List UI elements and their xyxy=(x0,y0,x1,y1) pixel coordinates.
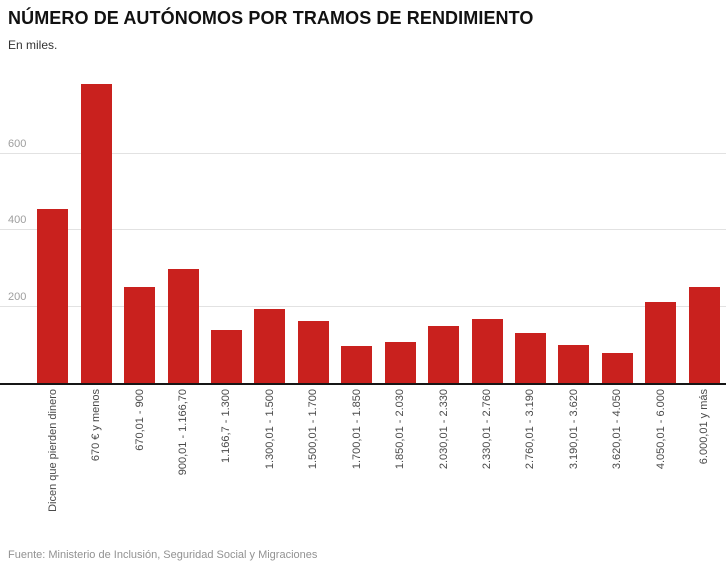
bar-15 xyxy=(645,302,677,383)
x-axis-label-slot: 1.300,01 - 1.500 xyxy=(248,389,291,537)
x-axis-tick-label: 2.330,01 - 2.760 xyxy=(481,389,494,470)
bar-16 xyxy=(688,287,720,383)
bar-slot xyxy=(596,77,639,383)
bar-slot xyxy=(205,77,248,383)
bar-7 xyxy=(297,321,329,383)
x-axis-tick-label: 2.030,01 - 2.330 xyxy=(437,389,450,470)
x-axis-tick-label: 900,01 - 1.166,70 xyxy=(176,389,189,476)
x-axis-tick-label: 2.760,01 - 3.190 xyxy=(524,389,537,470)
bar-6 xyxy=(254,309,286,383)
source-note: Fuente: Ministerio de Inclusión, Segurid… xyxy=(8,549,318,561)
bar-1 xyxy=(37,208,69,383)
x-axis-label-slot: 1.500,01 - 1.700 xyxy=(292,389,335,537)
bar-slot xyxy=(422,77,465,383)
bar-slot xyxy=(552,77,595,383)
bar-11 xyxy=(471,319,503,383)
x-axis-label-slot: 3.620,01 - 4.050 xyxy=(596,389,639,537)
bar-slot xyxy=(639,77,682,383)
bar-slot xyxy=(292,77,335,383)
bar-9 xyxy=(384,342,416,383)
x-axis-label-slot: 2.030,01 - 2.330 xyxy=(422,389,465,537)
x-axis-label-slot: 4.050,01 - 6.000 xyxy=(639,389,682,537)
x-axis-tick-label: 1.850,01 - 2.030 xyxy=(394,389,407,470)
bar-slot xyxy=(465,77,508,383)
bar-slot xyxy=(161,77,204,383)
x-axis-label-slot: 1.166,7 - 1.300 xyxy=(205,389,248,537)
x-axis-tick-label: 1.500,01 - 1.700 xyxy=(307,389,320,470)
x-axis-label-slot: Dicen que pierden dinero xyxy=(31,389,74,537)
bar-slot xyxy=(379,77,422,383)
x-axis-label-slot: 670 € y menos xyxy=(74,389,117,537)
bar-4 xyxy=(167,268,199,383)
bar-13 xyxy=(558,345,590,383)
x-axis-label-slot: 3.190,01 - 3.620 xyxy=(552,389,595,537)
x-axis-tick-label: 1.300,01 - 1.500 xyxy=(263,389,276,470)
x-axis-tick-label: 670 € y menos xyxy=(90,389,103,462)
y-axis-tick-label: 400 xyxy=(8,214,27,226)
bar-2 xyxy=(80,84,112,383)
bar-slot xyxy=(509,77,552,383)
x-axis-tick-label: 4.050,01 - 6.000 xyxy=(654,389,667,470)
plot-area: 200 400 600 xyxy=(0,77,726,385)
x-axis-label-slot: 1.850,01 - 2.030 xyxy=(379,389,422,537)
bar-slot xyxy=(118,77,161,383)
bar-5 xyxy=(210,329,242,383)
x-axis-tick-label: 670,01 - 900 xyxy=(133,389,146,451)
x-axis-tick-label: 1.166,7 - 1.300 xyxy=(220,389,233,464)
bar-10 xyxy=(428,326,460,383)
x-axis-label-slot: 900,01 - 1.166,70 xyxy=(161,389,204,537)
chart-subtitle: En miles. xyxy=(8,38,58,52)
x-axis-label-slot: 2.330,01 - 2.760 xyxy=(465,389,508,537)
bar-row xyxy=(31,77,726,383)
x-axis-tick-label: 1.700,01 - 1.850 xyxy=(350,389,363,470)
x-axis-label-slot: 670,01 - 900 xyxy=(118,389,161,537)
x-axis-tick-label: 3.190,01 - 3.620 xyxy=(567,389,580,470)
bar-slot xyxy=(31,77,74,383)
y-axis-tick-label: 200 xyxy=(8,290,27,303)
x-axis-label-slot: 1.700,01 - 1.850 xyxy=(335,389,378,537)
bar-slot xyxy=(74,77,117,383)
x-axis-tick-label: 6.000,01 y más xyxy=(698,389,711,465)
gridline xyxy=(0,229,726,230)
bar-3 xyxy=(124,287,156,383)
bar-slot xyxy=(683,77,726,383)
chart-title: NÚMERO DE AUTÓNOMOS POR TRAMOS DE RENDIM… xyxy=(8,8,534,28)
gridline xyxy=(0,152,726,154)
y-axis-tick-label: 600 xyxy=(8,137,27,150)
bar-14 xyxy=(601,353,633,383)
gridline xyxy=(0,305,726,307)
x-axis-tick-label: Dicen que pierden dinero xyxy=(46,389,59,512)
bar-slot xyxy=(335,77,378,383)
bar-slot xyxy=(248,77,291,383)
x-axis-tick-label: 3.620,01 - 4.050 xyxy=(611,389,624,470)
x-axis-label-slot: 6.000,01 y más xyxy=(683,389,726,537)
x-axis-label-slot: 2.760,01 - 3.190 xyxy=(509,389,552,537)
bar-8 xyxy=(341,345,373,383)
x-axis-labels: Dicen que pierden dinero 670 € y menos 670… xyxy=(31,385,726,537)
bar-12 xyxy=(515,333,547,383)
